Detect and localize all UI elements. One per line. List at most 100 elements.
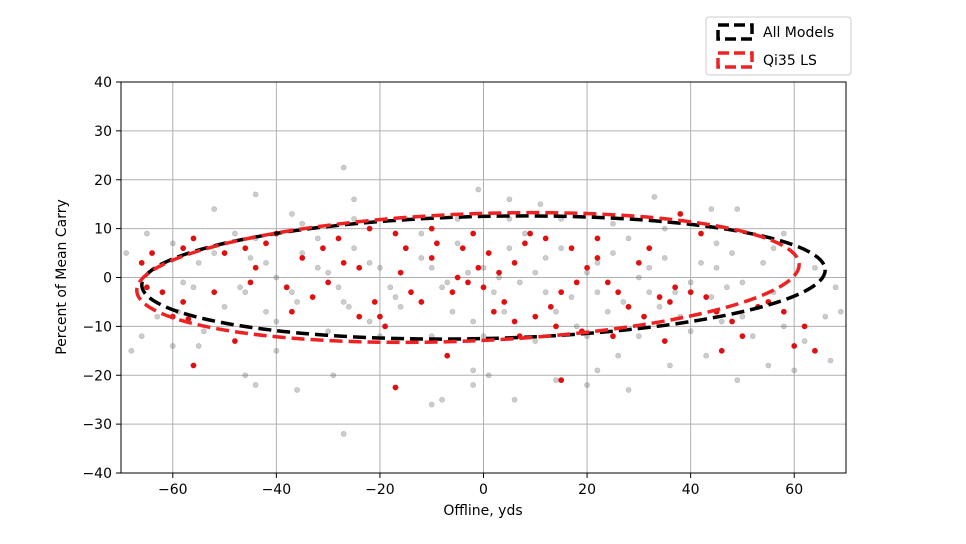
qi35-ls-point [449, 289, 456, 296]
qi35-ls-point [573, 279, 580, 286]
qi35-ls-point [180, 299, 187, 305]
all-models-point [195, 343, 202, 349]
all-models-point [501, 308, 508, 315]
qi35-ls-point [392, 384, 399, 391]
qi35-ls-point [377, 313, 383, 320]
all-models-point [687, 328, 694, 335]
qi35-ls-point [465, 279, 471, 286]
all-models-point [428, 264, 435, 271]
all-models-point [687, 279, 694, 286]
all-models-point [485, 372, 492, 379]
all-models-point [558, 245, 565, 252]
all-models-point [832, 284, 839, 291]
confidence-ellipses [135, 210, 827, 345]
all-models-point [377, 264, 383, 271]
all-models-point [351, 245, 357, 252]
all-models-point [232, 230, 238, 237]
all-models-point [392, 294, 399, 300]
all-models-point [418, 230, 425, 237]
qi35-ls-point [320, 245, 326, 252]
y-axis-ticks: −40 −30 −20 −10 0 10 20 30 40 [82, 75, 121, 482]
all-models-point [475, 186, 482, 193]
all-models-point [314, 235, 321, 242]
all-models-point [418, 255, 425, 261]
all-models-point [625, 235, 632, 242]
all-models-point [594, 289, 601, 296]
qi35-ls-point [610, 333, 616, 340]
all-models-point [610, 220, 616, 227]
all-models-point [340, 430, 347, 437]
all-models-point [180, 279, 187, 286]
all-models-point [299, 250, 306, 256]
all-models-point [454, 240, 461, 247]
qi35-ls-ellipse [135, 210, 801, 345]
all-models-point [351, 215, 357, 222]
all-models-point [739, 313, 746, 320]
all-models-point [646, 264, 653, 271]
y-tick-label: −10 [82, 319, 112, 335]
qi35-ls-point [635, 259, 642, 266]
all-models-point [366, 259, 373, 266]
all-models-point [729, 250, 735, 256]
qi35-ls-point [501, 299, 508, 305]
all-models-point [656, 303, 663, 310]
all-models-point [190, 284, 197, 291]
all-models-point [739, 279, 746, 286]
all-models-point [780, 323, 787, 330]
qi35-ls-point [211, 289, 218, 296]
all-models-point [465, 269, 471, 276]
x-tick-label: −20 [365, 482, 395, 498]
y-tick-label: −30 [82, 417, 112, 433]
qi35-ls-point [480, 284, 487, 291]
all-models-point [703, 352, 710, 359]
qi35-ls-point [444, 352, 451, 359]
qi35-ls-point [340, 259, 347, 266]
all-models-point [723, 284, 730, 291]
qi35-ls-point [397, 269, 404, 276]
qi35-ls-point [252, 264, 259, 271]
qi35-ls-point [366, 225, 373, 232]
qi35-ls-point [511, 259, 518, 266]
x-tick-label: 60 [785, 482, 803, 498]
all-models-point [635, 274, 642, 281]
qi35-ls-point [335, 235, 342, 242]
all-models-point [661, 255, 668, 261]
all-models-point [553, 308, 559, 315]
all-models-point [801, 338, 808, 344]
qi35-ls-point [604, 279, 611, 286]
qi35-ls-point [542, 235, 549, 242]
y-tick-label: 0 [103, 271, 112, 287]
x-tick-label: −40 [262, 482, 292, 498]
qi35-ls-point [356, 264, 363, 271]
qi35-ls-point [656, 294, 663, 300]
all-models-point [661, 225, 668, 232]
all-models-point [780, 230, 787, 237]
all-models-point [734, 377, 741, 384]
x-axis-label: Offline, yds [443, 503, 522, 519]
qi35-ls-point [454, 274, 461, 281]
all-models-point [221, 303, 228, 310]
qi35-ls-point [615, 289, 622, 296]
all-models-point [718, 318, 725, 325]
qi35-ls-point [780, 308, 787, 315]
y-axis-label: Percent of Mean Carry [54, 199, 70, 355]
qi35-ls-point [801, 323, 808, 330]
all-models-point [169, 343, 176, 349]
all-models-point [708, 206, 715, 212]
y-tick-label: −40 [82, 466, 112, 482]
all-models-point [470, 367, 477, 374]
qi35-ls-point [667, 299, 673, 305]
qi35-ls-point [247, 279, 254, 286]
all-models-point [532, 338, 539, 344]
all-models-point [128, 347, 135, 354]
x-tick-label: 0 [479, 482, 488, 498]
qi35-ls-point [283, 284, 290, 291]
all-models-point [428, 401, 435, 408]
all-models-point [594, 367, 601, 374]
all-models-point [123, 250, 130, 256]
all-models-point [480, 264, 487, 271]
all-models-point [294, 387, 300, 393]
all-models-point [672, 289, 679, 296]
qi35-ls-point [511, 318, 518, 325]
qi35-ls-point [402, 245, 409, 252]
